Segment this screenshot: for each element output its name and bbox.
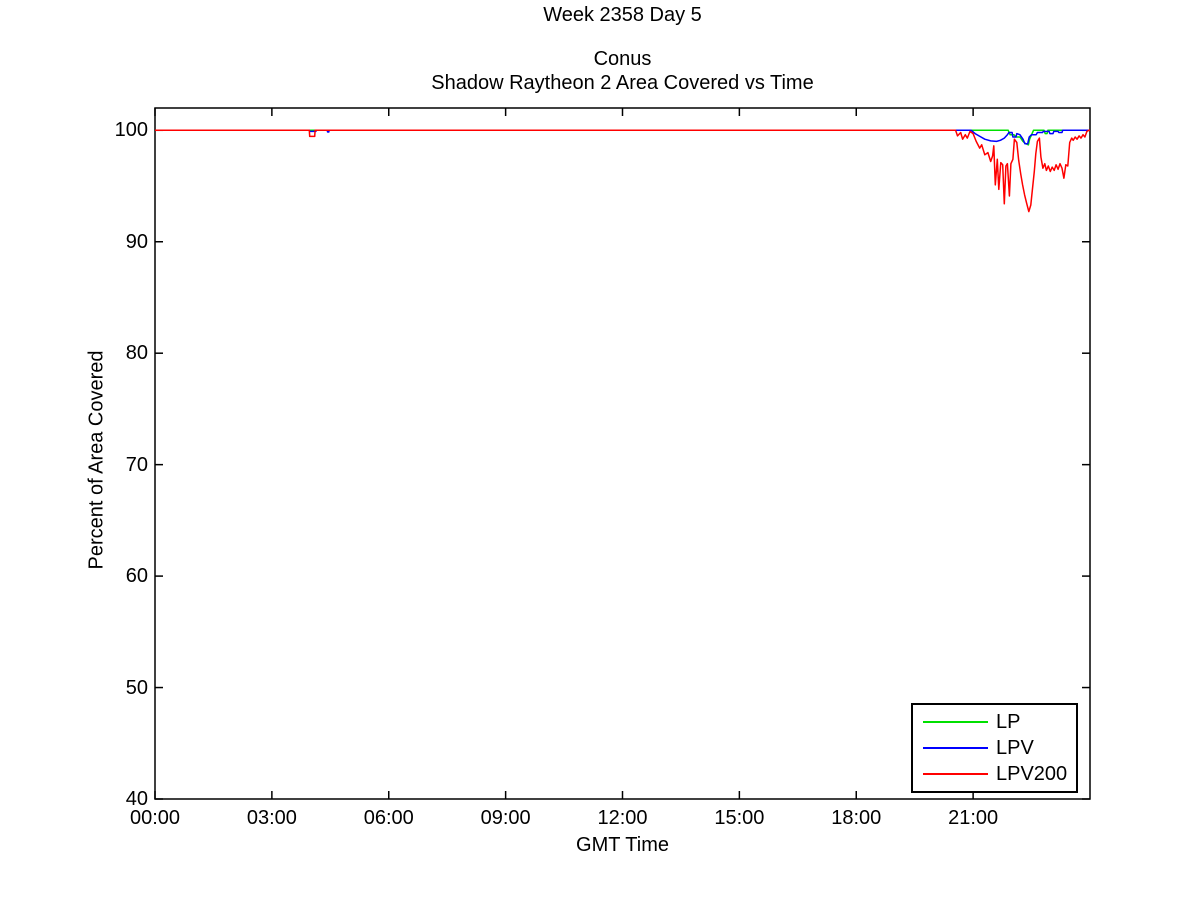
legend-entry-LP: LP xyxy=(913,709,1076,735)
legend-label-LPV: LPV xyxy=(996,737,1034,759)
series-line-LPV200 xyxy=(155,129,1090,213)
legend-line-sample-LP xyxy=(923,721,988,723)
series-line-LP xyxy=(155,129,1090,146)
axes-box xyxy=(154,107,1091,800)
figure-suptitle: Week 2358 Day 5 xyxy=(543,4,702,26)
x-axis-label: GMT Time xyxy=(576,834,669,856)
y-axis-label: Percent of Area Covered xyxy=(85,350,108,570)
legend: LP LPV LPV200 xyxy=(911,703,1078,793)
legend-entries: LP LPV LPV200 xyxy=(913,709,1076,787)
legend-label-LPV200: LPV200 xyxy=(996,763,1068,785)
chart-subtitle: Shadow Raytheon 2 Area Covered vs Time xyxy=(431,72,814,94)
legend-entry-LPV200: LPV200 xyxy=(913,761,1076,787)
series-line-LPV xyxy=(155,129,1090,145)
legend-line-sample-LPV xyxy=(923,747,988,749)
legend-label-LP: LP xyxy=(996,711,1021,733)
chart-title: Conus xyxy=(593,48,652,70)
legend-entry-LPV: LPV xyxy=(913,735,1076,761)
legend-line-sample-LPV200 xyxy=(923,773,988,775)
